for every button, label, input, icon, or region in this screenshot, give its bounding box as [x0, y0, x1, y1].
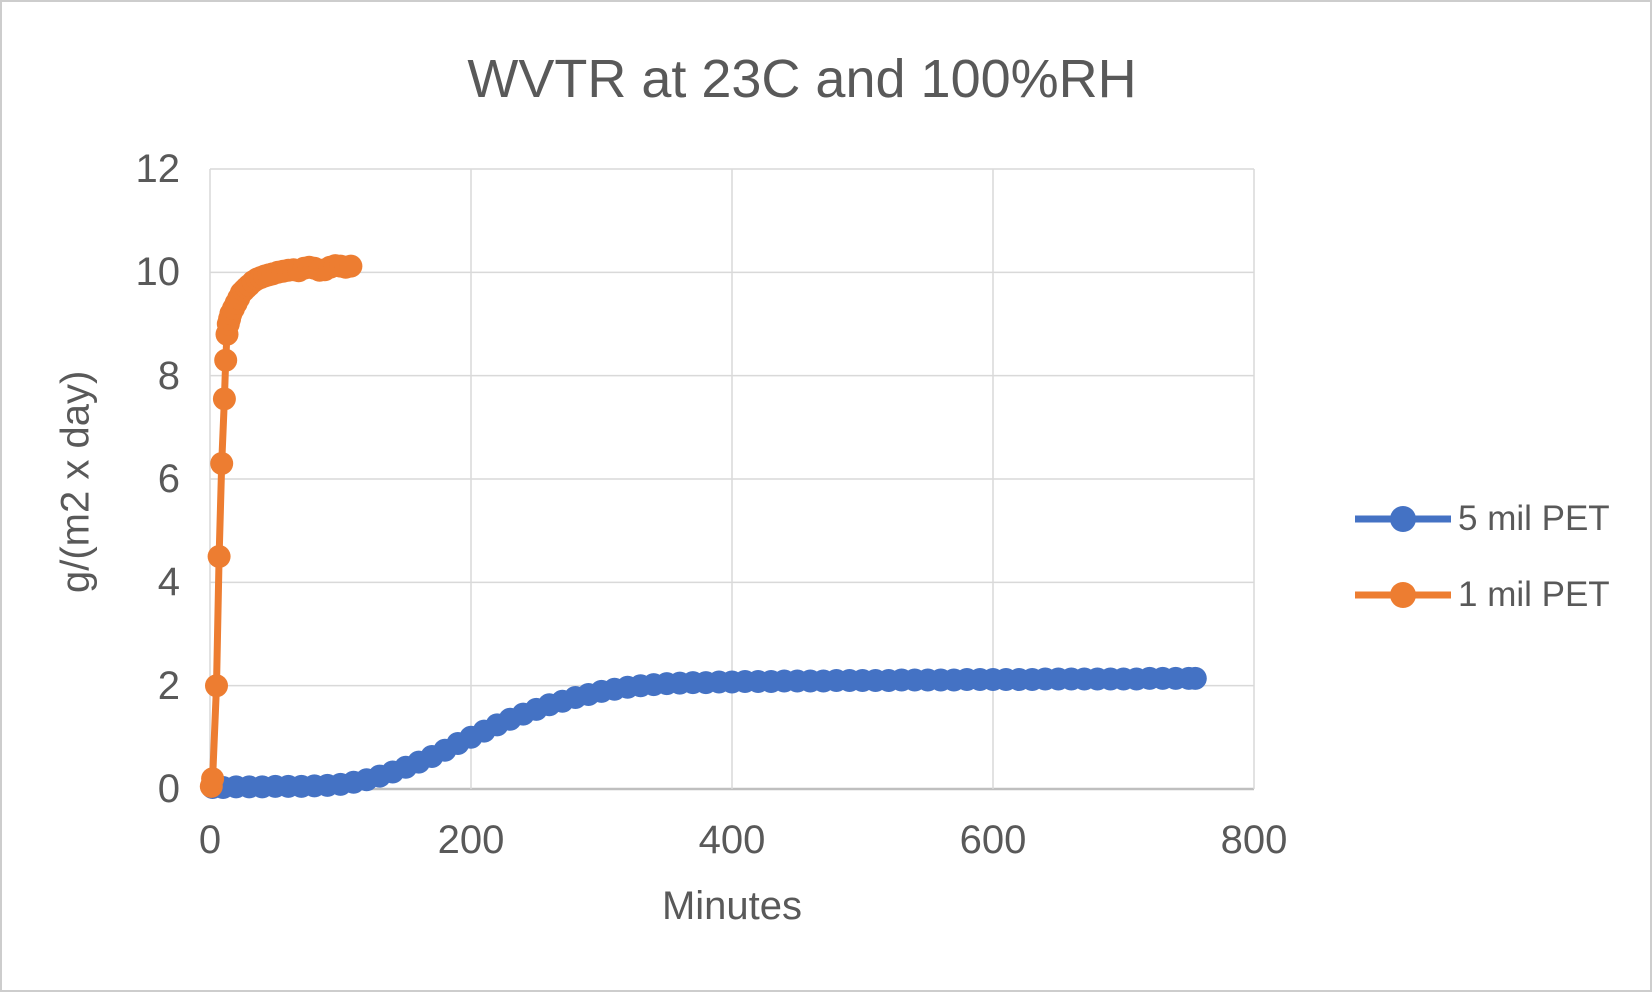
x-axis-title: Minutes [661, 884, 803, 928]
legend-item-1-mil-pet: 1 mil PET [1354, 569, 1610, 621]
series-marker-1-mil-pet [339, 254, 363, 278]
series-marker-1-mil-pet [210, 452, 234, 475]
legend-marker-5-mil-pet-icon [1355, 506, 1451, 532]
legend-label-5-mil-pet: 5 mil PET [1458, 499, 1610, 538]
series-marker-5-mil-pet [1183, 666, 1207, 690]
y-tick-label: 2 [157, 663, 180, 708]
x-tick-label: 0 [198, 818, 222, 862]
legend-item-5-mil-pet: 5 mil PET [1354, 493, 1610, 545]
legend: 5 mil PET 1 mil PET [1354, 493, 1610, 645]
series-marker-1-mil-pet [201, 767, 225, 791]
x-tick-label: 200 [437, 818, 505, 862]
chart-title: WVTR at 23C and 100%RH [467, 49, 1137, 109]
x-tick-label: 600 [959, 818, 1027, 862]
x-tick-label: 800 [1220, 818, 1288, 862]
series-marker-1-mil-pet [214, 348, 238, 372]
y-tick-label: 8 [157, 353, 180, 398]
x-tick-label: 400 [698, 818, 766, 862]
y-tick-label: 6 [157, 457, 180, 501]
y-tick-label: 10 [135, 250, 181, 295]
y-tick-label: 12 [135, 147, 181, 191]
legend-label-1-mil-pet: 1 mil PET [1458, 575, 1610, 614]
y-tick-label: 4 [157, 560, 180, 605]
series-marker-1-mil-pet [205, 674, 228, 698]
series-marker-1-mil-pet [207, 545, 231, 568]
y-axis-title: g/(m2 x day) [53, 370, 98, 594]
series-marker-1-mil-pet [212, 387, 236, 411]
y-tick-label: 0 [157, 767, 180, 811]
legend-marker-1-mil-pet-icon [1355, 582, 1451, 608]
